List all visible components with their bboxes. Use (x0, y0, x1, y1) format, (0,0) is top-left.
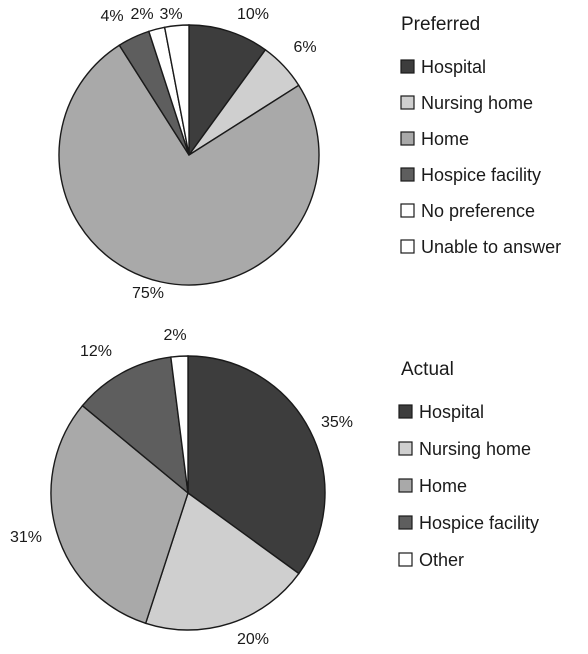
actual-legend-swatch (398, 552, 413, 567)
preferred-slice-hospital (188, 24, 267, 158)
actual-slice-home (50, 404, 189, 625)
actual-legend-label: Hospital (419, 402, 484, 422)
preferred-pie-value-labels: 10% 6% 75% 4% 2% 3% (100, 6, 316, 302)
preferred-value-label: 3% (159, 6, 182, 23)
preferred-legend-label: Hospice facility (421, 165, 541, 185)
preferred-value-label: 4% (100, 8, 123, 25)
actual-legend: Actual Hospital Nursing home Home Hospice f… (398, 359, 539, 570)
preferred-legend-swatch (400, 131, 415, 146)
preferred-legend-swatch (400, 167, 415, 182)
preferred-legend-swatch (400, 59, 415, 74)
actual-pie-chart: 35% 20% 31% 12% 2% Actual Hospital Nursing ho… (10, 327, 539, 648)
actual-pie-value-labels: 35% 20% 31% 12% 2% (10, 327, 353, 648)
actual-legend-label: Nursing home (419, 439, 531, 459)
preferred-legend-label: Unable to answer (421, 237, 561, 257)
preferred-value-label: 6% (293, 39, 316, 56)
preferred-legend-label: Home (421, 129, 469, 149)
preferred-legend-swatch (400, 95, 415, 110)
preferred-slice-home (58, 44, 320, 286)
actual-pie-slices (50, 355, 326, 631)
actual-slice-hospice-facility (81, 356, 189, 495)
actual-slice-hospital (187, 355, 326, 575)
preferred-legend-label: Hospital (421, 57, 486, 77)
preferred-pie-slices (58, 24, 320, 286)
actual-slice-other (170, 355, 189, 494)
preferred-value-label: 2% (130, 6, 153, 23)
actual-value-label: 20% (237, 631, 269, 648)
preferred-value-label: 10% (237, 6, 269, 23)
preferred-slice-unable-to-answer (163, 24, 190, 156)
actual-value-label: 35% (321, 414, 353, 431)
preferred-legend-title: Preferred (401, 14, 480, 35)
preferred-value-label: 75% (132, 285, 164, 302)
preferred-legend-swatch (400, 203, 415, 218)
actual-value-label: 12% (80, 343, 112, 360)
actual-value-label: 31% (10, 529, 42, 546)
preferred-legend-swatch (400, 239, 415, 254)
preferred-legend: Preferred Hospital Nursing home Home Hospic… (400, 14, 561, 257)
preferred-legend-label: Nursing home (421, 93, 533, 113)
actual-legend-swatch (398, 441, 413, 456)
actual-value-label: 2% (163, 327, 186, 344)
actual-legend-label: Other (419, 550, 464, 570)
actual-legend-swatch (398, 478, 413, 493)
actual-legend-title: Actual (401, 359, 454, 380)
actual-legend-swatch (398, 515, 413, 530)
actual-slice-nursing-home (144, 491, 300, 631)
preferred-pie-chart: 10% 6% 75% 4% 2% 3% Preferred Hospital Nursing… (58, 6, 561, 302)
preferred-legend-label: No preference (421, 201, 535, 221)
actual-legend-label: Home (419, 476, 467, 496)
actual-legend-swatch (398, 404, 413, 419)
actual-legend-label: Hospice facility (419, 513, 539, 533)
